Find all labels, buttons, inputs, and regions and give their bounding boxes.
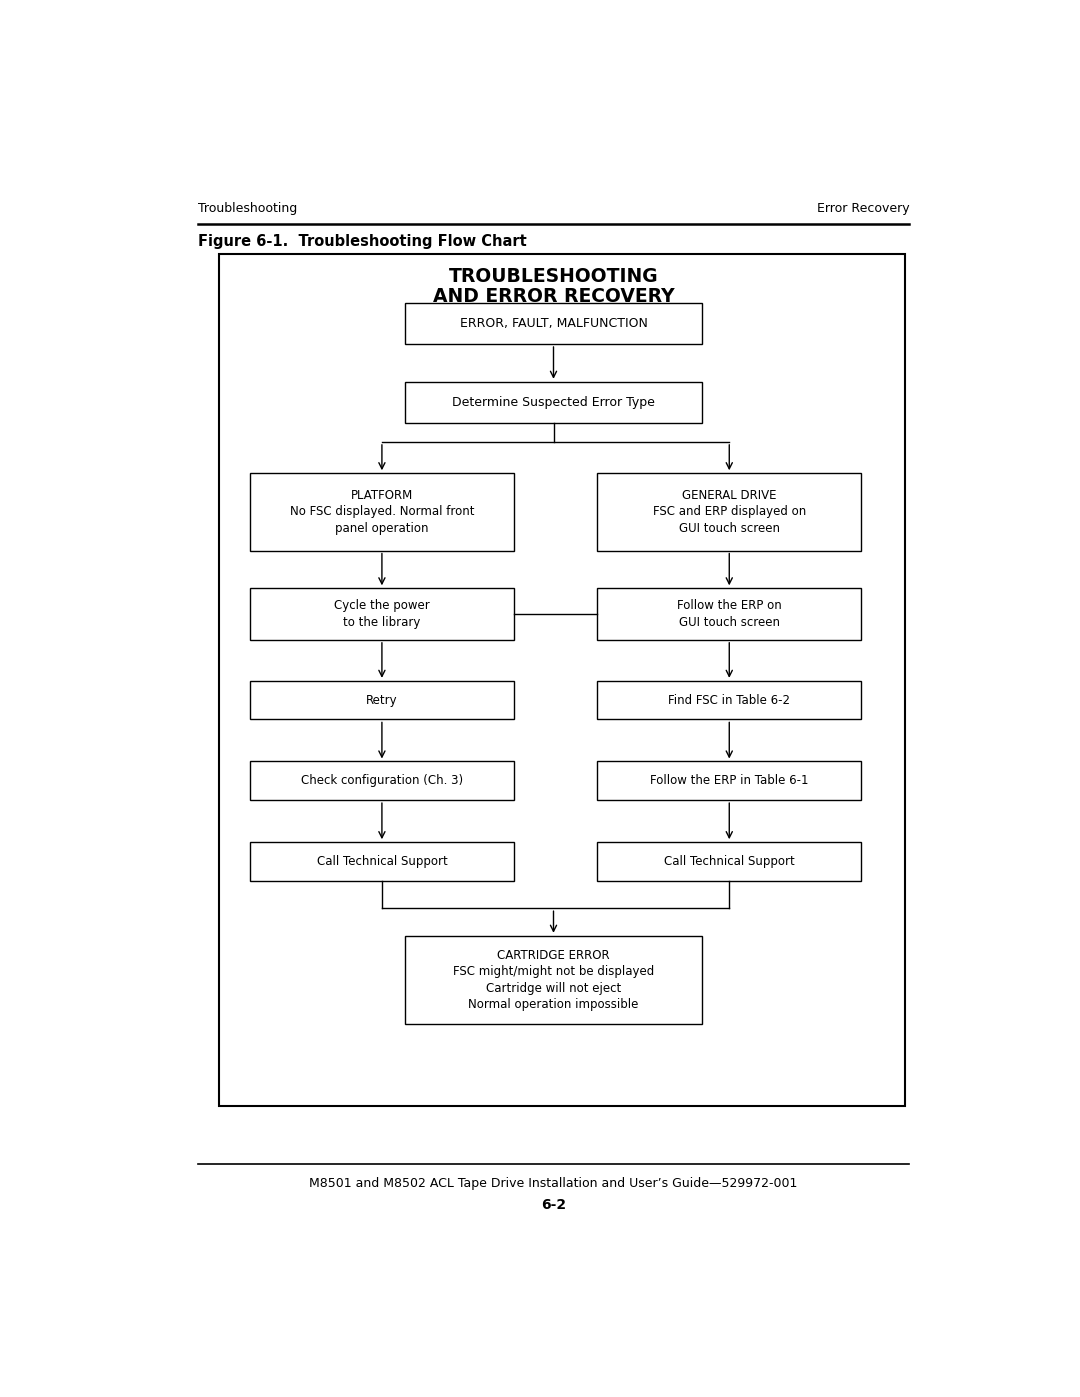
Bar (597, 474, 861, 550)
Text: 6-2: 6-2 (541, 1199, 566, 1213)
Text: Error Recovery: Error Recovery (816, 203, 909, 215)
Text: Follow the ERP in Table 6-1: Follow the ERP in Table 6-1 (650, 774, 809, 788)
Bar (405, 381, 702, 422)
Text: PLATFORM
No FSC displayed. Normal front
panel operation: PLATFORM No FSC displayed. Normal front … (289, 489, 474, 535)
Text: M8501 and M8502 ACL Tape Drive Installation and User’s Guide—529972-001: M8501 and M8502 ACL Tape Drive Installat… (309, 1176, 798, 1190)
Bar (597, 842, 861, 882)
Text: Follow the ERP on
GUI touch screen: Follow the ERP on GUI touch screen (677, 599, 782, 629)
Bar (597, 680, 861, 719)
Text: Call Technical Support: Call Technical Support (316, 855, 447, 868)
Text: Determine Suspected Error Type: Determine Suspected Error Type (453, 395, 654, 409)
Bar (405, 303, 702, 344)
Bar (218, 254, 905, 1105)
Bar (251, 680, 514, 719)
Text: TROUBLESHOOTING: TROUBLESHOOTING (448, 267, 659, 285)
Text: Troubleshooting: Troubleshooting (198, 203, 297, 215)
Text: Figure 6-1.  Troubleshooting Flow Chart: Figure 6-1. Troubleshooting Flow Chart (198, 235, 527, 249)
Text: Check configuration (Ch. 3): Check configuration (Ch. 3) (301, 774, 463, 788)
Text: CARTRIDGE ERROR
FSC might/might not be displayed
Cartridge will not eject
Normal: CARTRIDGE ERROR FSC might/might not be d… (453, 949, 654, 1011)
Text: GENERAL DRIVE
FSC and ERP displayed on
GUI touch screen: GENERAL DRIVE FSC and ERP displayed on G… (652, 489, 806, 535)
Bar (251, 842, 514, 882)
Bar (597, 761, 861, 800)
Text: Call Technical Support: Call Technical Support (664, 855, 795, 868)
Bar (251, 761, 514, 800)
Text: ERROR, FAULT, MALFUNCTION: ERROR, FAULT, MALFUNCTION (460, 317, 647, 330)
Text: Cycle the power
to the library: Cycle the power to the library (334, 599, 430, 629)
Text: Retry: Retry (366, 693, 397, 707)
Bar (251, 588, 514, 640)
Text: Find FSC in Table 6-2: Find FSC in Table 6-2 (669, 693, 791, 707)
Text: AND ERROR RECOVERY: AND ERROR RECOVERY (433, 286, 674, 306)
Bar (597, 588, 861, 640)
Bar (251, 474, 514, 550)
Bar (405, 936, 702, 1024)
